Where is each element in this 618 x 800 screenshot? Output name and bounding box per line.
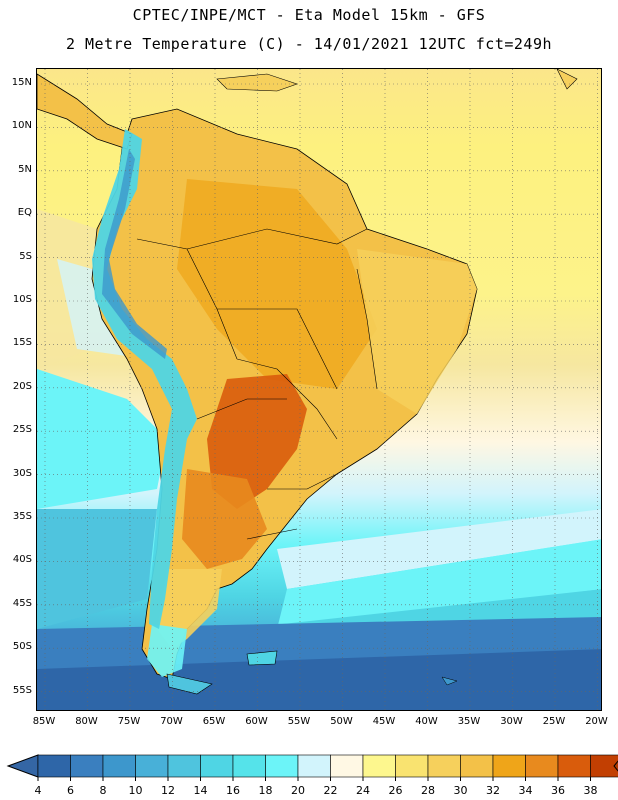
colorbar-tick-label: 30 <box>453 784 468 797</box>
colorbar-cell <box>460 754 494 778</box>
colorbar-tick-label: 20 <box>291 784 305 797</box>
map-panel <box>36 68 602 711</box>
lon-label: 65W <box>202 716 226 727</box>
colorbar-cell <box>297 754 331 778</box>
colorbar-tick-label: 22 <box>323 784 338 797</box>
lon-label: 50W <box>330 716 353 727</box>
colorbar-above-arrow <box>613 760 618 772</box>
lat-label: 15S <box>12 337 32 349</box>
colorbar-tick-label: 4 <box>34 784 42 797</box>
colorbar-tick-label: 36 <box>551 784 565 797</box>
colorbar-tick-label: 14 <box>193 784 208 797</box>
chaco-hot-region <box>207 374 307 509</box>
colorbar-tick-label: 32 <box>486 784 500 797</box>
lat-label: 40S <box>12 554 32 566</box>
caribbean-islands <box>216 69 578 92</box>
colorbar-tick-label: 24 <box>356 784 370 797</box>
colorbar-tick-label: 16 <box>226 784 240 797</box>
lat-label: 30S <box>12 467 32 479</box>
atlantic-band-2 <box>277 539 601 629</box>
patagonia-cool-region <box>147 624 187 677</box>
colorbar-tick-label: 26 <box>388 784 403 797</box>
andes-peak-strip <box>102 149 167 359</box>
colorbar-cell <box>232 754 266 778</box>
amazon-warm-region <box>177 179 377 389</box>
lon-label: 35W <box>457 716 481 727</box>
lon-label: 25W <box>542 716 566 727</box>
colorbar-tick-label: 34 <box>518 784 533 797</box>
colorbar-cell <box>102 754 136 778</box>
lon-label: 70W <box>160 716 183 727</box>
colorbar <box>6 754 618 781</box>
brazil-coast-region <box>357 249 477 414</box>
colorbar-tick-label: 38 <box>583 784 598 797</box>
colorbar-tick-label: 28 <box>421 784 435 797</box>
colorbar-tick-label: 8 <box>99 784 107 797</box>
colorbar-cell <box>590 754 618 778</box>
south-georgia <box>441 676 458 686</box>
pacific-cool-band <box>37 369 167 509</box>
lat-label: 10N <box>11 120 32 132</box>
lon-label: 60W <box>245 716 268 727</box>
country-borders <box>136 228 378 540</box>
colorbar-tick-label: 10 <box>128 784 143 797</box>
tierra-del-fuego <box>166 673 213 695</box>
lat-label: 5S <box>19 250 32 262</box>
colorbar-cell <box>135 754 169 778</box>
falkland-islands <box>246 650 278 666</box>
lon-label: 85W <box>32 716 56 727</box>
lat-label: EQ <box>17 207 32 219</box>
colorbar-cell <box>330 754 364 778</box>
colorbar-cell <box>362 754 396 778</box>
lat-label: 45S <box>12 597 32 609</box>
colorbar-cell <box>395 754 429 778</box>
lon-label: 45W <box>372 716 396 727</box>
atlantic-band-1 <box>277 509 601 589</box>
lat-label: 10S <box>12 294 32 305</box>
lon-label: 20W <box>585 716 608 727</box>
lon-label: 75W <box>117 716 141 727</box>
colorbar-cell <box>265 754 299 778</box>
colorbar-cell <box>70 754 104 778</box>
lat-label: 35S <box>12 511 32 522</box>
colorbar-cell <box>167 754 201 778</box>
map-subtitle: 2 Metre Temperature (C) - 14/01/2021 12U… <box>65 35 553 53</box>
temperature-map <box>37 69 601 710</box>
colorbar-cell <box>427 754 461 778</box>
colorbar-cell <box>525 754 559 778</box>
lon-label: 30W <box>500 716 523 727</box>
colorbar-cell <box>37 754 71 778</box>
colorbar-below-arrow <box>6 754 39 778</box>
lat-label: 55S <box>12 684 32 696</box>
colorbar-cell <box>557 754 591 778</box>
colorbar-tick-label: 18 <box>258 784 273 797</box>
colorbar-tick-label: 12 <box>161 784 175 797</box>
lon-label: 80W <box>75 716 98 727</box>
lon-label: 40W <box>415 716 438 727</box>
andes-cold-strip <box>92 129 197 629</box>
lon-label: 55W <box>287 716 311 727</box>
colorbar-cell <box>200 754 234 778</box>
colorbar-cell <box>492 754 526 778</box>
lat-label: 20S <box>12 380 32 392</box>
lat-label: 25S <box>12 424 32 436</box>
pacific-cold-band <box>37 509 157 629</box>
lat-label: 5N <box>18 163 32 175</box>
pampa-hot-region <box>182 469 267 569</box>
map-title: CPTEC/INPE/MCT - Eta Model 15km - GFS <box>132 6 486 24</box>
colorbar-tick-label: 6 <box>67 784 74 797</box>
lat-label: 15N <box>11 77 32 88</box>
lat-label: 50S <box>12 641 32 653</box>
